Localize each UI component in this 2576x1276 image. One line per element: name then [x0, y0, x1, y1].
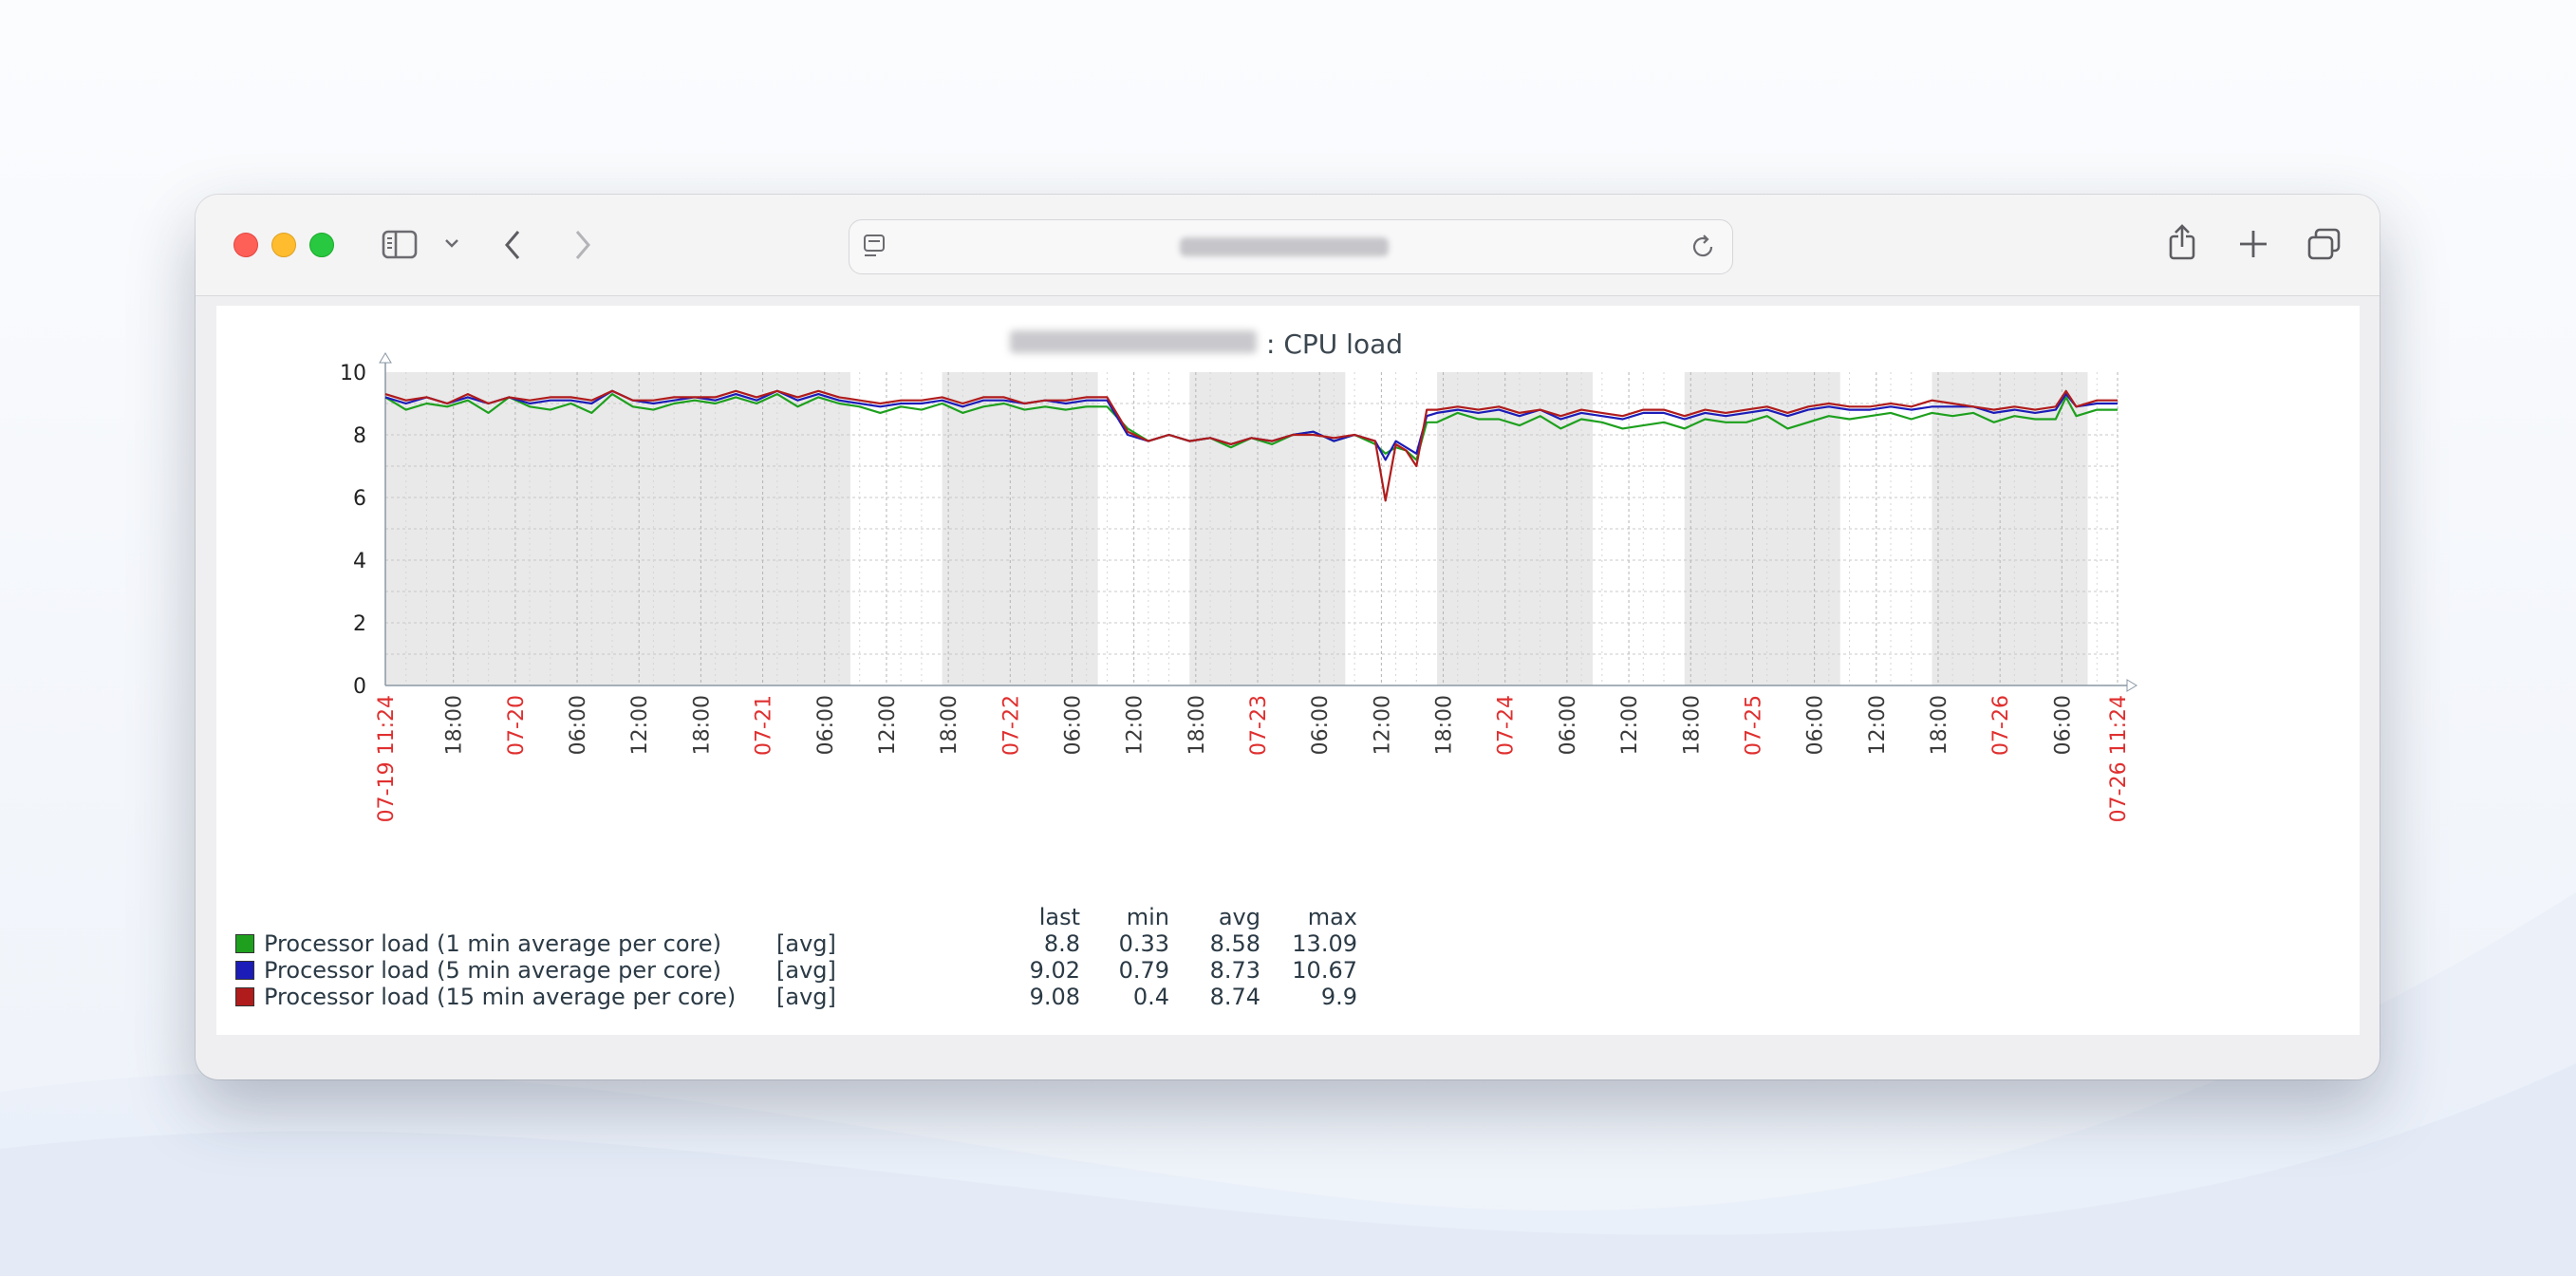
legend-function: [avg] — [776, 984, 836, 1010]
legend-avg: 8.74 — [1209, 984, 1260, 1010]
x-tick-label: 06:00 — [1061, 695, 1085, 755]
y-axis-ticks: 0 2 4 6 8 10 — [340, 362, 366, 699]
series-line — [384, 389, 2118, 502]
x-tick-label: 06:00 — [1309, 695, 1333, 755]
x-tick-label: 12:00 — [628, 695, 652, 755]
x-tick-label: 18:00 — [1680, 695, 1704, 755]
x-tick-label: 18:00 — [690, 695, 714, 755]
x-tick-label: 07-26 — [1989, 695, 2013, 756]
x-tick-label: 18:00 — [1928, 695, 1951, 755]
legend-series-name: Processor load (1 min average per core) — [264, 930, 722, 957]
zoom-window-button[interactable] — [309, 233, 334, 257]
x-tick-label: 18:00 — [443, 695, 467, 755]
legend-series-name: Processor load (15 min average per core) — [264, 984, 737, 1010]
plus-icon[interactable] — [2238, 229, 2268, 259]
legend-header-min: min — [1126, 904, 1169, 930]
legend-min: 0.33 — [1118, 930, 1169, 957]
x-axis-arrow — [2126, 679, 2137, 692]
x-tick-label: 12:00 — [1371, 695, 1394, 755]
y-tick-label: 4 — [353, 550, 366, 573]
legend-swatch — [235, 961, 254, 980]
series-lines — [384, 389, 2118, 502]
minimize-window-button[interactable] — [271, 233, 296, 257]
x-tick-label: 07-22 — [999, 695, 1023, 756]
x-tick-label: 07-24 — [1495, 695, 1519, 756]
legend-last: 9.02 — [1029, 957, 1080, 984]
legend-header-max: max — [1307, 904, 1357, 930]
x-tick-label: 07-20 — [505, 695, 529, 756]
legend-max: 13.09 — [1292, 930, 1357, 957]
legend-avg: 8.73 — [1209, 957, 1260, 984]
axes — [379, 352, 2137, 692]
legend-swatch — [235, 934, 254, 953]
url-text-blurred — [1180, 237, 1389, 256]
page-content: : CPU load 0 2 4 6 8 10 07-19 11:24 18:00 07-20… — [216, 306, 2360, 1035]
y-tick-label: 8 — [353, 424, 366, 448]
legend-swatch — [235, 987, 254, 1006]
x-axis-ticks: 07-19 11:24 18:00 07-20 06:00 12:00 18:00 07-2… — [375, 695, 2131, 822]
y-tick-label: 2 — [353, 612, 366, 636]
tabs-icon[interactable] — [2306, 227, 2343, 263]
chart-title: : CPU load — [1266, 328, 1403, 360]
x-tick-label: 07-26 11:24 — [2107, 695, 2131, 822]
x-tick-label: 12:00 — [1618, 695, 1642, 755]
x-tick-label: 12:00 — [1124, 695, 1148, 755]
browser-toolbar — [196, 195, 2380, 296]
legend-max: 9.9 — [1320, 984, 1357, 1010]
y-tick-label: 0 — [353, 675, 366, 699]
legend-series-name: Processor load (5 min average per core) — [264, 957, 722, 984]
legend-header-avg: avg — [1218, 904, 1260, 930]
legend-avg: 8.58 — [1209, 930, 1260, 957]
legend-last: 8.8 — [1043, 930, 1080, 957]
x-tick-label: 06:00 — [2051, 695, 2075, 755]
page-icon — [864, 235, 885, 256]
legend-max: 10.67 — [1292, 957, 1357, 984]
x-tick-label: 18:00 — [938, 695, 961, 755]
x-tick-label: 07-23 — [1247, 695, 1271, 756]
x-tick-label: 07-19 11:24 — [375, 695, 399, 822]
x-tick-label: 06:00 — [814, 695, 838, 755]
share-icon[interactable] — [2166, 223, 2198, 261]
y-axis-arrow — [379, 352, 392, 364]
x-tick-label: 07-21 — [753, 695, 776, 756]
close-window-button[interactable] — [233, 233, 258, 257]
y-tick-label: 10 — [340, 362, 366, 385]
x-tick-label: 06:00 — [1804, 695, 1828, 755]
x-tick-label: 12:00 — [1866, 695, 1890, 755]
browser-window: : CPU load 0 2 4 6 8 10 07-19 11:24 18:00 07-20… — [196, 195, 2380, 1079]
legend-last: 9.08 — [1029, 984, 1080, 1010]
chevron-down-icon[interactable] — [444, 238, 459, 250]
y-tick-label: 6 — [353, 487, 366, 511]
reload-icon[interactable] — [1690, 234, 1717, 260]
back-icon[interactable] — [503, 229, 524, 261]
legend-function: [avg] — [776, 957, 836, 984]
x-tick-label: 07-25 — [1742, 695, 1765, 756]
legend-min: 0.4 — [1132, 984, 1169, 1010]
address-bar[interactable] — [849, 219, 1733, 274]
forward-icon[interactable] — [571, 229, 592, 261]
x-tick-label: 18:00 — [1185, 695, 1209, 755]
x-tick-label: 06:00 — [1557, 695, 1580, 755]
x-tick-label: 06:00 — [567, 695, 590, 755]
legend-min: 0.79 — [1118, 957, 1169, 984]
legend-function: [avg] — [776, 930, 836, 957]
cpu-load-graph: : CPU load 0 2 4 6 8 10 07-19 11:24 18:00 07-20… — [340, 328, 2137, 822]
host-name-blurred — [1010, 330, 1257, 353]
legend-header-last: last — [1038, 904, 1080, 930]
x-tick-label: 18:00 — [1433, 695, 1457, 755]
x-tick-label: 12:00 — [876, 695, 900, 755]
sidebar-icon[interactable] — [382, 229, 420, 261]
